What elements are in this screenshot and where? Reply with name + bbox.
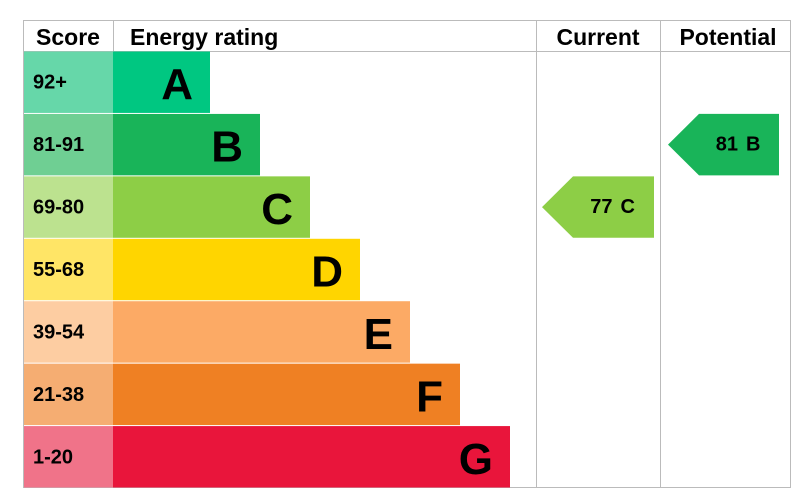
score-cell — [24, 363, 113, 426]
rating-letter: F — [416, 372, 443, 421]
rating-letter: B — [211, 123, 243, 172]
potential-letter: B — [746, 134, 760, 156]
score-cell — [24, 51, 113, 113]
rating-bar — [113, 363, 460, 426]
current-letter: C — [621, 196, 635, 218]
rating-bar — [113, 301, 410, 363]
score-label: 21-38 — [33, 384, 84, 406]
score-cell — [24, 176, 113, 238]
potential-value: 81 — [716, 134, 738, 156]
header-rating: Energy rating — [130, 24, 278, 50]
rating-letter: E — [364, 310, 393, 359]
score-label: 92+ — [33, 72, 67, 94]
score-label: 1-20 — [33, 446, 73, 468]
score-label: 81-91 — [33, 134, 84, 156]
rating-bar — [113, 176, 310, 238]
rating-bar — [113, 113, 260, 176]
potential-arrow — [668, 113, 779, 176]
rating-letter: A — [161, 60, 193, 109]
header-potential: Potential — [679, 24, 776, 50]
rating-bar — [113, 51, 210, 113]
current-arrow — [542, 176, 654, 238]
rating-bar — [113, 238, 360, 301]
score-cell — [24, 426, 113, 488]
rating-bar — [113, 426, 510, 488]
score-cell — [24, 113, 113, 176]
header-current: Current — [556, 24, 639, 50]
score-cell — [24, 301, 113, 363]
current-value: 77 — [590, 196, 612, 218]
rating-letter: D — [311, 248, 343, 297]
score-label: 39-54 — [33, 321, 85, 343]
score-cell — [24, 238, 113, 301]
header-score: Score — [36, 24, 100, 50]
score-label: 55-68 — [33, 259, 84, 281]
rating-letter: G — [459, 435, 493, 484]
score-label: 69-80 — [33, 197, 84, 219]
rating-letter: C — [261, 185, 293, 234]
